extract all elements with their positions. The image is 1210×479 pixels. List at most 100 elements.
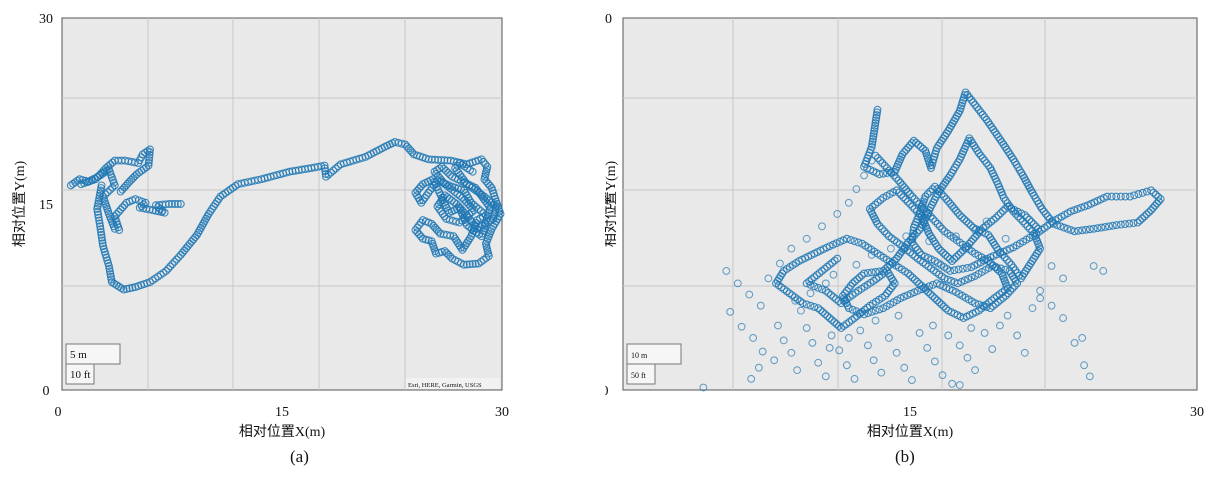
scatter-point (852, 260, 861, 269)
track-point (91, 175, 100, 184)
track-point (871, 151, 880, 160)
track-point (979, 224, 988, 232)
track-point (921, 286, 930, 294)
track-point (860, 305, 869, 314)
track-point (118, 185, 127, 194)
track-point (969, 235, 978, 244)
track-point (929, 214, 937, 223)
track-point (1108, 221, 1117, 230)
x-axis-label: 相对位置X(m) (239, 424, 326, 440)
track-point (937, 300, 946, 309)
track-point (901, 195, 910, 204)
scatter-point (944, 331, 953, 340)
track-point (1125, 219, 1134, 228)
chart-a-svg: 5 m 10 ft Esri, HERE, Garmin, USGS 0 15 30 0 15… (12, 12, 509, 440)
track-point (880, 161, 889, 170)
track-point (820, 264, 829, 273)
y-tick-label: 15 (39, 198, 53, 213)
track-point (908, 250, 917, 259)
scatter-point (869, 356, 878, 365)
track-point (988, 261, 997, 270)
scatter-point (923, 343, 932, 352)
track-point (857, 271, 866, 280)
track-point (824, 288, 833, 297)
scatter-point (955, 341, 964, 350)
track-point (844, 304, 853, 313)
track-point (1032, 222, 1040, 231)
track-point (1023, 213, 1031, 222)
track-point (885, 286, 893, 295)
track-point (984, 219, 993, 228)
scatter-point (779, 336, 788, 345)
scatter-point (758, 347, 767, 356)
track-point (834, 322, 843, 330)
track-point (462, 260, 471, 269)
scatter-point (850, 374, 859, 383)
scatter-point (871, 316, 880, 325)
track-point (885, 166, 894, 175)
track-point (457, 216, 466, 225)
track-point (1138, 188, 1147, 197)
track-point (1085, 225, 1094, 234)
track-point (458, 193, 467, 202)
track-point (110, 212, 119, 221)
track-point (326, 168, 335, 177)
track-point (974, 306, 983, 315)
track-point (953, 279, 962, 288)
track-point (922, 207, 931, 216)
scatter-point (814, 358, 823, 367)
scatter-point (833, 210, 842, 218)
track-point (931, 217, 940, 226)
track-point (106, 272, 115, 281)
track-point (883, 169, 891, 177)
scalebar-label-imperial: 10 ft (70, 369, 90, 381)
track-point (850, 237, 859, 246)
track-point (98, 236, 107, 245)
scatter-point (749, 334, 758, 342)
track-point (868, 202, 877, 211)
track-point (876, 196, 885, 204)
scatter-point (1036, 294, 1045, 303)
track-point (331, 164, 340, 173)
scatter-point (770, 356, 779, 365)
track-point (908, 202, 917, 211)
scatter-points (699, 156, 1108, 392)
track-point (950, 204, 958, 213)
track-point (936, 246, 945, 255)
track-point (1056, 222, 1065, 231)
scatter-point (864, 341, 872, 350)
track-point (955, 211, 964, 220)
track-point (108, 183, 117, 192)
track-point (846, 281, 855, 290)
track-point (173, 200, 182, 208)
track-point (832, 320, 841, 328)
track-point (829, 293, 838, 301)
chart-b-svg: 10 m50 ft015301530相对位置X(m)相对位置Y(m) (598, 12, 1204, 440)
track-point (860, 269, 869, 278)
track-point (992, 213, 1001, 222)
track-point (806, 301, 815, 310)
track-point (887, 169, 896, 177)
track-point (926, 187, 935, 196)
track-point (974, 300, 983, 309)
scatter-point (1047, 301, 1056, 310)
track-point (873, 108, 882, 117)
track-point (818, 285, 826, 294)
track-point (1134, 190, 1143, 199)
scatter-point (860, 171, 868, 180)
track-point (900, 183, 909, 192)
track-point (456, 204, 465, 213)
track-point (1116, 220, 1125, 229)
track-point (97, 233, 106, 242)
track-point (815, 269, 824, 277)
track-point (827, 316, 836, 325)
track-point (93, 205, 102, 213)
track-point (939, 248, 948, 257)
track-point (987, 217, 995, 226)
track-point (910, 195, 919, 203)
track-point (1129, 219, 1138, 228)
track-point (994, 245, 1002, 254)
x-tick-label: 30 (495, 405, 509, 420)
track-point (976, 108, 985, 117)
scatter-point (1059, 274, 1067, 283)
